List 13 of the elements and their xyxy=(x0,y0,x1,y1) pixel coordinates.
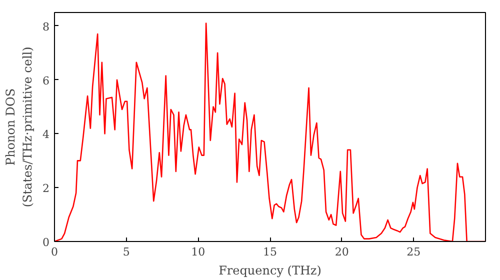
x-tick-label: 0 xyxy=(51,246,58,258)
y-tick-label: 6 xyxy=(42,74,50,88)
y-axis-title: Phonon DOS (States/THz·primitive cell) xyxy=(4,46,34,208)
x-axis-title: Frequency (THz) xyxy=(218,264,322,278)
x-tick-label: 20 xyxy=(334,246,349,258)
y-tick-label: 4 xyxy=(42,128,50,142)
x-tick-label: 25 xyxy=(406,246,421,258)
y-tick-label: 0 xyxy=(42,236,50,249)
x-tick-label: 10 xyxy=(191,246,206,258)
y-tick-label: 2 xyxy=(42,182,50,196)
x-tick-label: 5 xyxy=(122,246,130,258)
x-tick-label: 15 xyxy=(263,246,277,258)
y-tick-label: 8 xyxy=(42,20,50,34)
